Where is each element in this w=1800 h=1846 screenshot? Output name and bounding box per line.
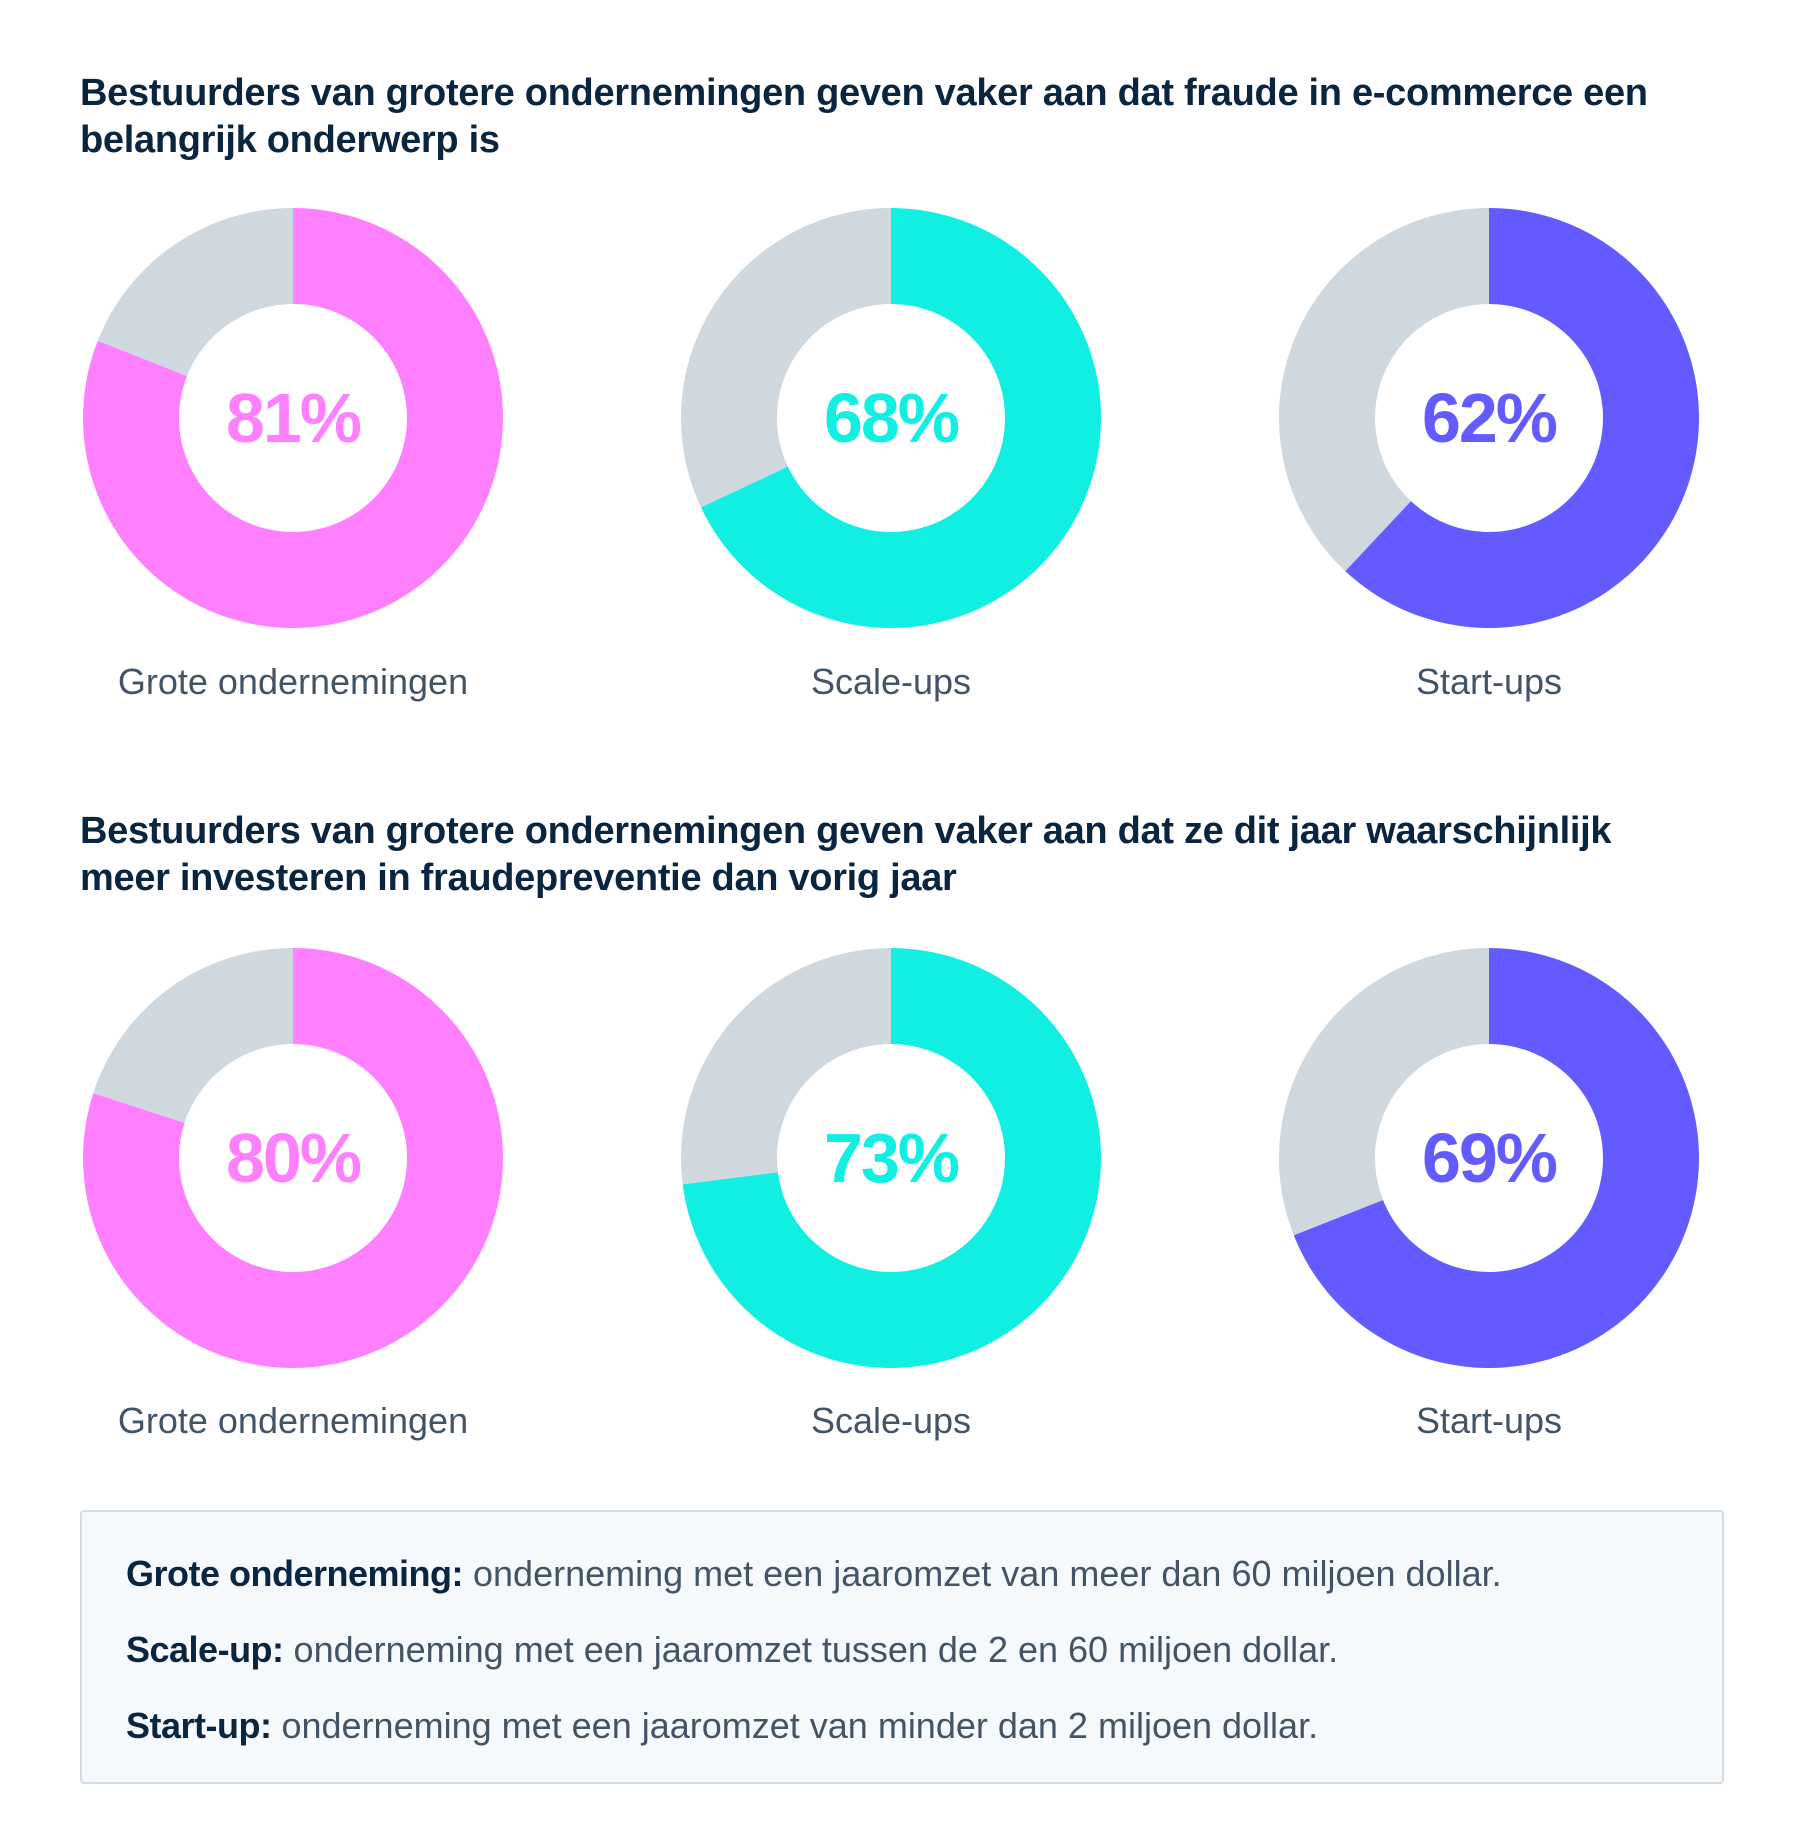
- donut-remainder-slice: [1279, 948, 1489, 1236]
- definition-start-up: Start-up: onderneming met een jaaromzet …: [126, 1704, 1678, 1748]
- donut-value-slice: [682, 948, 1101, 1368]
- category-label: Grote ondernemingen: [117, 1400, 469, 1441]
- donut-value-label: 81%: [226, 379, 361, 457]
- donut-remainder-slice: [1279, 208, 1489, 572]
- definitions-box: Grote onderneming: onderneming met een j…: [80, 1510, 1724, 1784]
- donut-value-slice: [1293, 948, 1699, 1368]
- category-label: Scale-ups: [810, 661, 972, 702]
- definition-text: onderneming met een jaaromzet van meer d…: [463, 1553, 1502, 1594]
- definition-text: onderneming met een jaaromzet van minder…: [271, 1705, 1319, 1746]
- donut-remainder-slice: [681, 948, 891, 1185]
- chart-1-title: Bestuurders van grotere ondernemingen ge…: [80, 72, 1648, 161]
- category-label: Start-ups: [1415, 1400, 1563, 1441]
- donut-value-label: 68%: [824, 379, 959, 457]
- definition-scale-up: Scale-up: onderneming met een jaaromzet …: [126, 1628, 1678, 1672]
- donut-remainder-slice: [681, 208, 891, 508]
- donut-scale-ups: 73%: [676, 943, 1106, 1373]
- donut-value-label: 62%: [1422, 379, 1557, 457]
- donut-svg: 69%: [1279, 948, 1699, 1368]
- donut-value-slice: [1345, 208, 1699, 628]
- definition-term: Scale-up:: [126, 1629, 284, 1670]
- donut-svg: 68%: [681, 208, 1101, 628]
- donut-value-slice: [700, 208, 1101, 628]
- donut-grote-ondernemingen: 81%: [78, 203, 508, 633]
- donut-value-label: 73%: [824, 1119, 959, 1197]
- definition-grote-onderneming: Grote onderneming: onderneming met een j…: [126, 1552, 1678, 1596]
- category-label: Grote ondernemingen: [117, 661, 469, 702]
- donut-start-ups: 62%: [1274, 203, 1704, 633]
- donut-scale-ups: 68%: [676, 203, 1106, 633]
- donut-remainder-slice: [93, 948, 293, 1123]
- donut-start-ups: 69%: [1274, 943, 1704, 1373]
- category-label: Start-ups: [1415, 661, 1563, 702]
- donut-value-label: 80%: [226, 1119, 361, 1197]
- definition-term: Grote onderneming:: [126, 1553, 464, 1594]
- donut-svg: 81%: [82, 208, 503, 628]
- chart-2-title: Bestuurders van grotere ondernemingen ge…: [80, 810, 1612, 899]
- donut-svg: 73%: [681, 948, 1101, 1368]
- donut-value-slice: [82, 208, 503, 628]
- definition-text: onderneming met een jaaromzet tussen de …: [283, 1629, 1339, 1670]
- donut-value-slice: [82, 948, 503, 1368]
- donut-grote-ondernemingen: 80%: [78, 943, 508, 1373]
- category-label: Scale-ups: [810, 1400, 972, 1441]
- donut-svg: 80%: [82, 948, 503, 1368]
- definition-term: Start-up:: [126, 1705, 272, 1746]
- donut-svg: 62%: [1279, 208, 1699, 628]
- donut-remainder-slice: [97, 208, 293, 377]
- donut-value-label: 69%: [1422, 1119, 1557, 1197]
